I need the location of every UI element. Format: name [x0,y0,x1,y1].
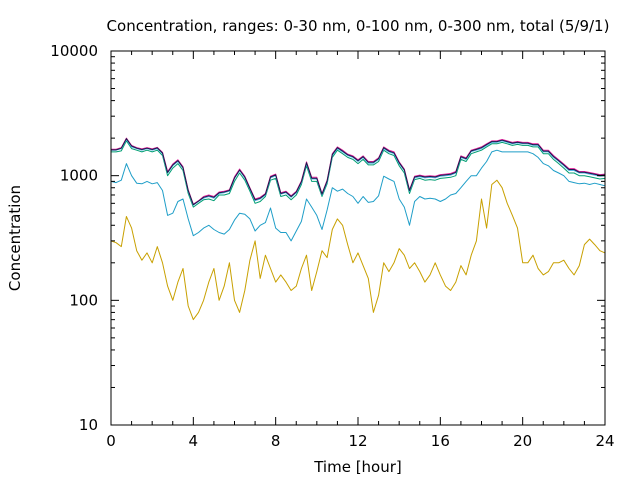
x-tick-label: 0 [106,432,116,450]
y-tick-label: 10000 [50,42,98,60]
series-line-1 [110,179,606,321]
series-line-6 [111,138,606,206]
y-tick-label: 1000 [60,167,98,185]
y-tick-label: 10 [79,416,98,434]
x-axis-label: Time [hour] [313,458,402,476]
y-axis-label: Concentration [6,185,24,291]
ticks-layer: 0 4 8 12 16 20 24 10 100 1000 10000 [50,42,614,450]
x-tick-label: 16 [431,432,450,450]
x-tick-label: 24 [595,432,614,450]
series-line-3 [111,140,606,208]
y-tick-label: 100 [69,291,98,309]
series-layer [110,137,606,321]
series-line-2 [110,149,606,242]
x-tick-label: 12 [348,432,367,450]
x-tick-label: 8 [271,432,281,450]
plot-frame [110,50,606,426]
series-line-4 [111,139,606,206]
series-line-5 [111,137,606,205]
x-tick-label: 20 [513,432,532,450]
chart-title: Concentration, ranges: 0-30 nm, 0-100 nm… [107,17,610,35]
x-tick-label: 4 [189,432,199,450]
